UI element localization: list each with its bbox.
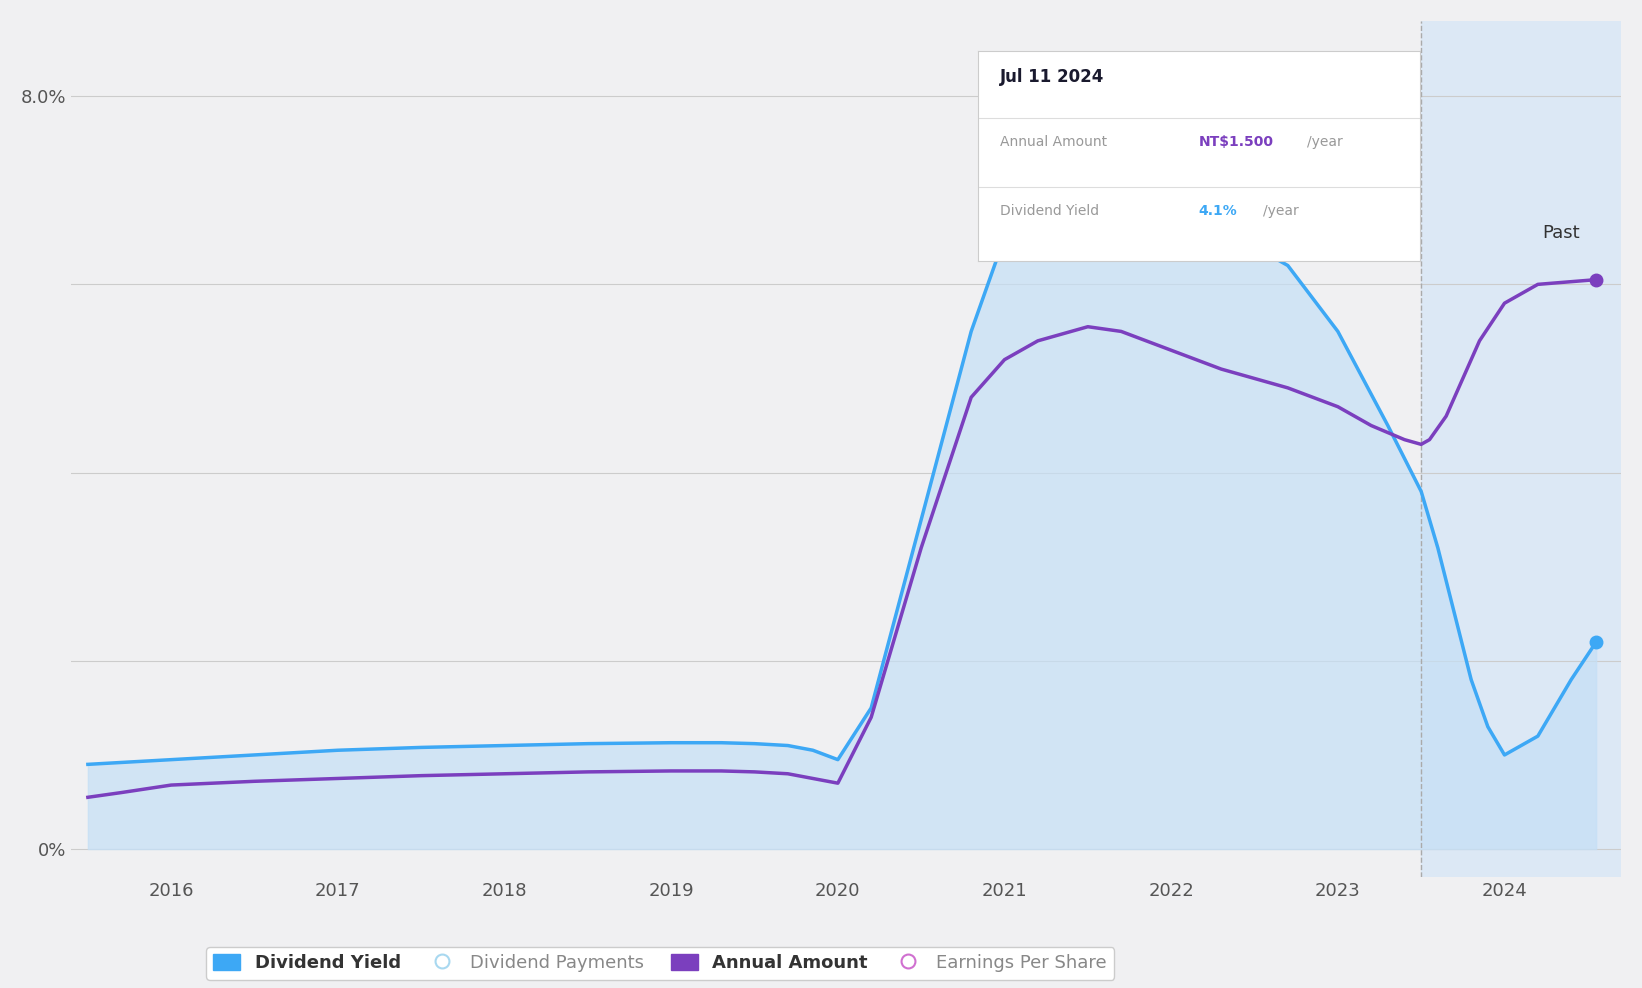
- Text: Past: Past: [1542, 223, 1580, 242]
- Bar: [1422, 21, 1621, 877]
- Legend: Dividend Yield, Dividend Payments, Annual Amount, Earnings Per Share: Dividend Yield, Dividend Payments, Annua…: [207, 947, 1115, 980]
